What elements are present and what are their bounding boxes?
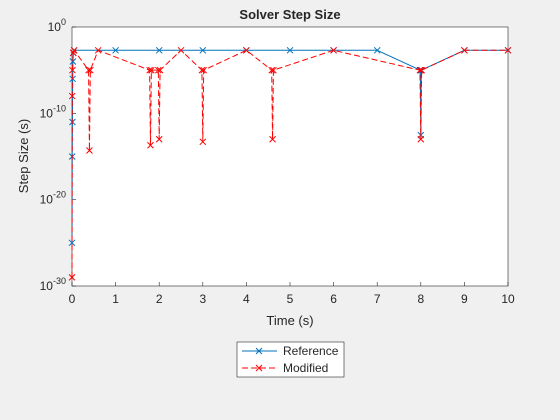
marker xyxy=(200,66,208,74)
marker xyxy=(85,66,92,74)
x-tick-label: 7 xyxy=(374,292,381,306)
legend-marker xyxy=(255,347,263,355)
tick-exponent: -30 xyxy=(53,276,66,286)
x-tick-label: 5 xyxy=(287,292,294,306)
marker xyxy=(68,92,76,100)
tick-base: 10 xyxy=(40,106,54,120)
marker xyxy=(199,46,207,54)
legend-label: Reference xyxy=(283,344,339,358)
marker xyxy=(268,66,276,74)
marker xyxy=(199,138,207,146)
marker xyxy=(417,135,425,143)
marker xyxy=(68,239,76,247)
tick-exponent: -10 xyxy=(53,103,66,113)
marker xyxy=(69,58,77,65)
x-axis-label: Time (s) xyxy=(266,313,313,328)
marker xyxy=(146,66,153,74)
tick-exponent: -20 xyxy=(53,190,66,200)
chart-title: Solver Step Size xyxy=(239,7,340,22)
y-tick-label: 10-10 xyxy=(40,103,66,120)
plot-area xyxy=(72,27,508,286)
tick-base: 10 xyxy=(48,20,62,34)
marker xyxy=(198,66,206,74)
legend-marker xyxy=(255,364,263,372)
legend-label: Modified xyxy=(283,361,328,375)
y-tick-label: 10-30 xyxy=(40,276,66,293)
y-tick-label: 10-20 xyxy=(40,190,66,207)
marker xyxy=(269,135,276,143)
marker xyxy=(286,46,294,54)
x-tick-label: 2 xyxy=(156,292,163,306)
marker xyxy=(373,46,381,54)
x-tick-label: 6 xyxy=(330,292,337,306)
marker xyxy=(86,66,94,74)
x-tick-label: 10 xyxy=(501,292,515,306)
marker xyxy=(155,46,163,54)
marker xyxy=(418,66,426,74)
marker xyxy=(155,135,163,143)
marker xyxy=(156,66,164,74)
x-tick-label: 8 xyxy=(417,292,424,306)
marker xyxy=(112,46,119,54)
marker xyxy=(461,46,468,54)
marker xyxy=(416,66,424,74)
marker xyxy=(86,147,93,154)
marker xyxy=(330,46,337,54)
marker xyxy=(147,66,155,74)
y-axis-label: Step Size (s) xyxy=(16,119,31,193)
marker xyxy=(147,141,154,149)
x-tick-label: 0 xyxy=(69,292,76,306)
tick-base: 10 xyxy=(40,193,54,207)
marker xyxy=(154,66,162,74)
legend-box xyxy=(236,341,345,378)
marker xyxy=(270,66,277,74)
marker xyxy=(70,46,78,54)
x-tick-label: 1 xyxy=(112,292,119,306)
x-tick-label: 9 xyxy=(461,292,468,306)
marker xyxy=(94,46,102,54)
tick-exponent: 0 xyxy=(61,17,66,27)
marker xyxy=(68,274,76,281)
marker xyxy=(504,46,512,54)
marker xyxy=(177,46,185,54)
marker xyxy=(243,46,250,54)
x-tick-label: 4 xyxy=(243,292,250,306)
y-tick-label: 100 xyxy=(48,17,66,34)
tick-base: 10 xyxy=(40,279,54,293)
marker xyxy=(69,66,76,74)
x-tick-label: 3 xyxy=(199,292,206,306)
